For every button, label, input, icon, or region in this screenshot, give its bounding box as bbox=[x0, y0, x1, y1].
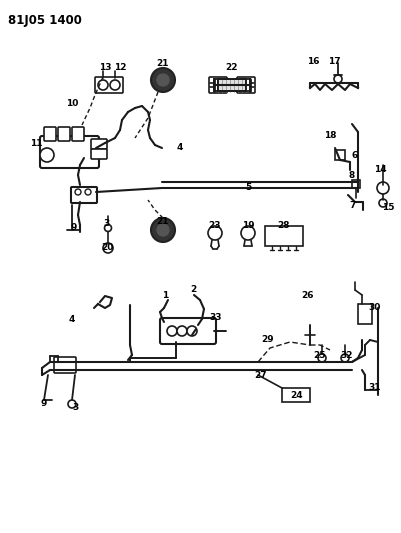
Circle shape bbox=[176, 326, 186, 336]
Text: 19: 19 bbox=[241, 221, 254, 230]
Bar bbox=[281, 388, 309, 402]
Text: 30: 30 bbox=[368, 303, 380, 312]
Text: 26: 26 bbox=[301, 290, 314, 300]
Circle shape bbox=[75, 189, 81, 195]
Bar bbox=[264, 226, 302, 246]
Text: 81J05 1400: 81J05 1400 bbox=[8, 14, 82, 27]
Text: 2: 2 bbox=[189, 286, 196, 295]
Bar bbox=[351, 180, 359, 188]
Text: 17: 17 bbox=[327, 58, 340, 67]
Text: 27: 27 bbox=[254, 370, 267, 379]
Bar bbox=[334, 150, 344, 160]
Text: 28: 28 bbox=[277, 221, 290, 230]
Circle shape bbox=[207, 226, 221, 240]
Text: 15: 15 bbox=[381, 203, 393, 212]
Circle shape bbox=[68, 400, 76, 408]
Text: 5: 5 bbox=[244, 183, 251, 192]
Bar bbox=[357, 304, 371, 324]
Text: 9: 9 bbox=[41, 399, 47, 408]
Circle shape bbox=[151, 218, 174, 242]
Text: 8: 8 bbox=[348, 171, 354, 180]
FancyBboxPatch shape bbox=[58, 127, 70, 141]
Text: 10: 10 bbox=[66, 99, 78, 108]
Text: 21: 21 bbox=[156, 217, 169, 227]
Text: 1: 1 bbox=[162, 290, 168, 300]
Text: 29: 29 bbox=[261, 335, 273, 344]
Circle shape bbox=[376, 182, 388, 194]
Text: 16: 16 bbox=[306, 58, 318, 67]
Text: 3: 3 bbox=[73, 402, 79, 411]
FancyBboxPatch shape bbox=[91, 139, 107, 149]
Circle shape bbox=[157, 224, 168, 236]
Text: 9: 9 bbox=[71, 223, 77, 232]
Text: 20: 20 bbox=[101, 244, 113, 253]
Circle shape bbox=[157, 74, 168, 86]
Text: 25: 25 bbox=[313, 351, 326, 359]
Bar bbox=[217, 79, 245, 91]
FancyBboxPatch shape bbox=[71, 187, 97, 203]
Circle shape bbox=[98, 80, 108, 90]
FancyBboxPatch shape bbox=[237, 77, 254, 93]
Circle shape bbox=[241, 226, 254, 240]
Circle shape bbox=[192, 325, 200, 333]
Text: 22: 22 bbox=[225, 63, 238, 72]
Text: 32: 32 bbox=[340, 351, 352, 359]
Text: 4: 4 bbox=[69, 316, 75, 325]
Text: 21: 21 bbox=[156, 59, 169, 68]
Circle shape bbox=[317, 354, 325, 362]
Circle shape bbox=[110, 80, 120, 90]
Text: 18: 18 bbox=[323, 131, 335, 140]
FancyBboxPatch shape bbox=[95, 77, 123, 93]
Circle shape bbox=[151, 68, 174, 92]
Circle shape bbox=[166, 326, 176, 336]
Circle shape bbox=[85, 189, 91, 195]
FancyBboxPatch shape bbox=[160, 318, 215, 344]
Circle shape bbox=[103, 243, 113, 253]
FancyBboxPatch shape bbox=[72, 127, 84, 141]
Text: 13: 13 bbox=[99, 63, 111, 72]
Text: 4: 4 bbox=[176, 143, 183, 152]
Text: 3: 3 bbox=[103, 220, 110, 229]
Circle shape bbox=[378, 199, 386, 207]
Text: 6: 6 bbox=[351, 150, 357, 159]
FancyBboxPatch shape bbox=[209, 77, 227, 93]
Text: 23: 23 bbox=[208, 221, 221, 230]
Circle shape bbox=[333, 75, 341, 83]
Circle shape bbox=[186, 326, 196, 336]
FancyBboxPatch shape bbox=[54, 357, 76, 373]
Text: 11: 11 bbox=[30, 140, 42, 149]
Circle shape bbox=[340, 354, 348, 362]
Text: 33: 33 bbox=[209, 313, 222, 322]
Circle shape bbox=[40, 148, 54, 162]
Text: 24: 24 bbox=[290, 391, 303, 400]
FancyBboxPatch shape bbox=[40, 136, 99, 168]
Text: 7: 7 bbox=[349, 200, 355, 209]
Circle shape bbox=[104, 224, 111, 231]
FancyBboxPatch shape bbox=[91, 149, 107, 159]
Circle shape bbox=[162, 322, 170, 330]
Text: 14: 14 bbox=[373, 166, 385, 174]
Text: 12: 12 bbox=[113, 63, 126, 72]
Text: 31: 31 bbox=[368, 384, 380, 392]
FancyBboxPatch shape bbox=[44, 127, 56, 141]
